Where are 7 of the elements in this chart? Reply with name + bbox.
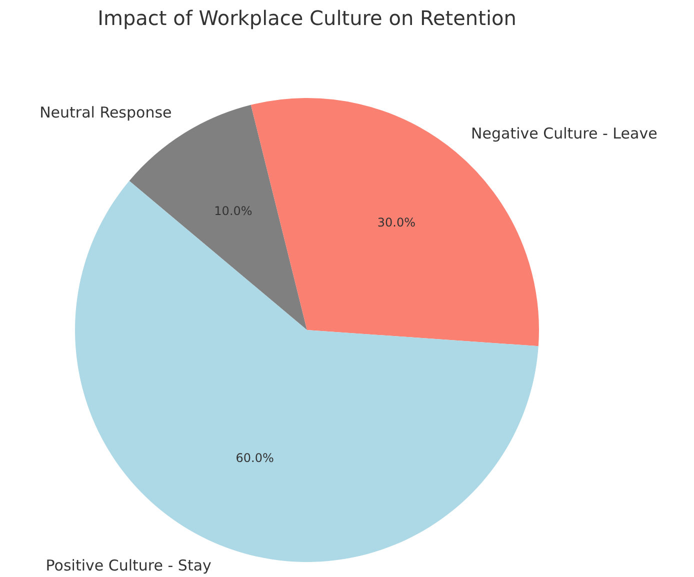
data-label: 60.0%: [236, 451, 274, 466]
data-label: 30.0%: [377, 215, 416, 230]
chart-title: Impact of Workplace Culture on Retention: [98, 6, 516, 30]
data-label: 10.0%: [214, 204, 252, 218]
slice-label: Positive Culture - Stay: [46, 556, 212, 575]
slice-label: Negative Culture - Leave: [471, 124, 658, 142]
slice-label: Neutral Response: [40, 103, 172, 122]
